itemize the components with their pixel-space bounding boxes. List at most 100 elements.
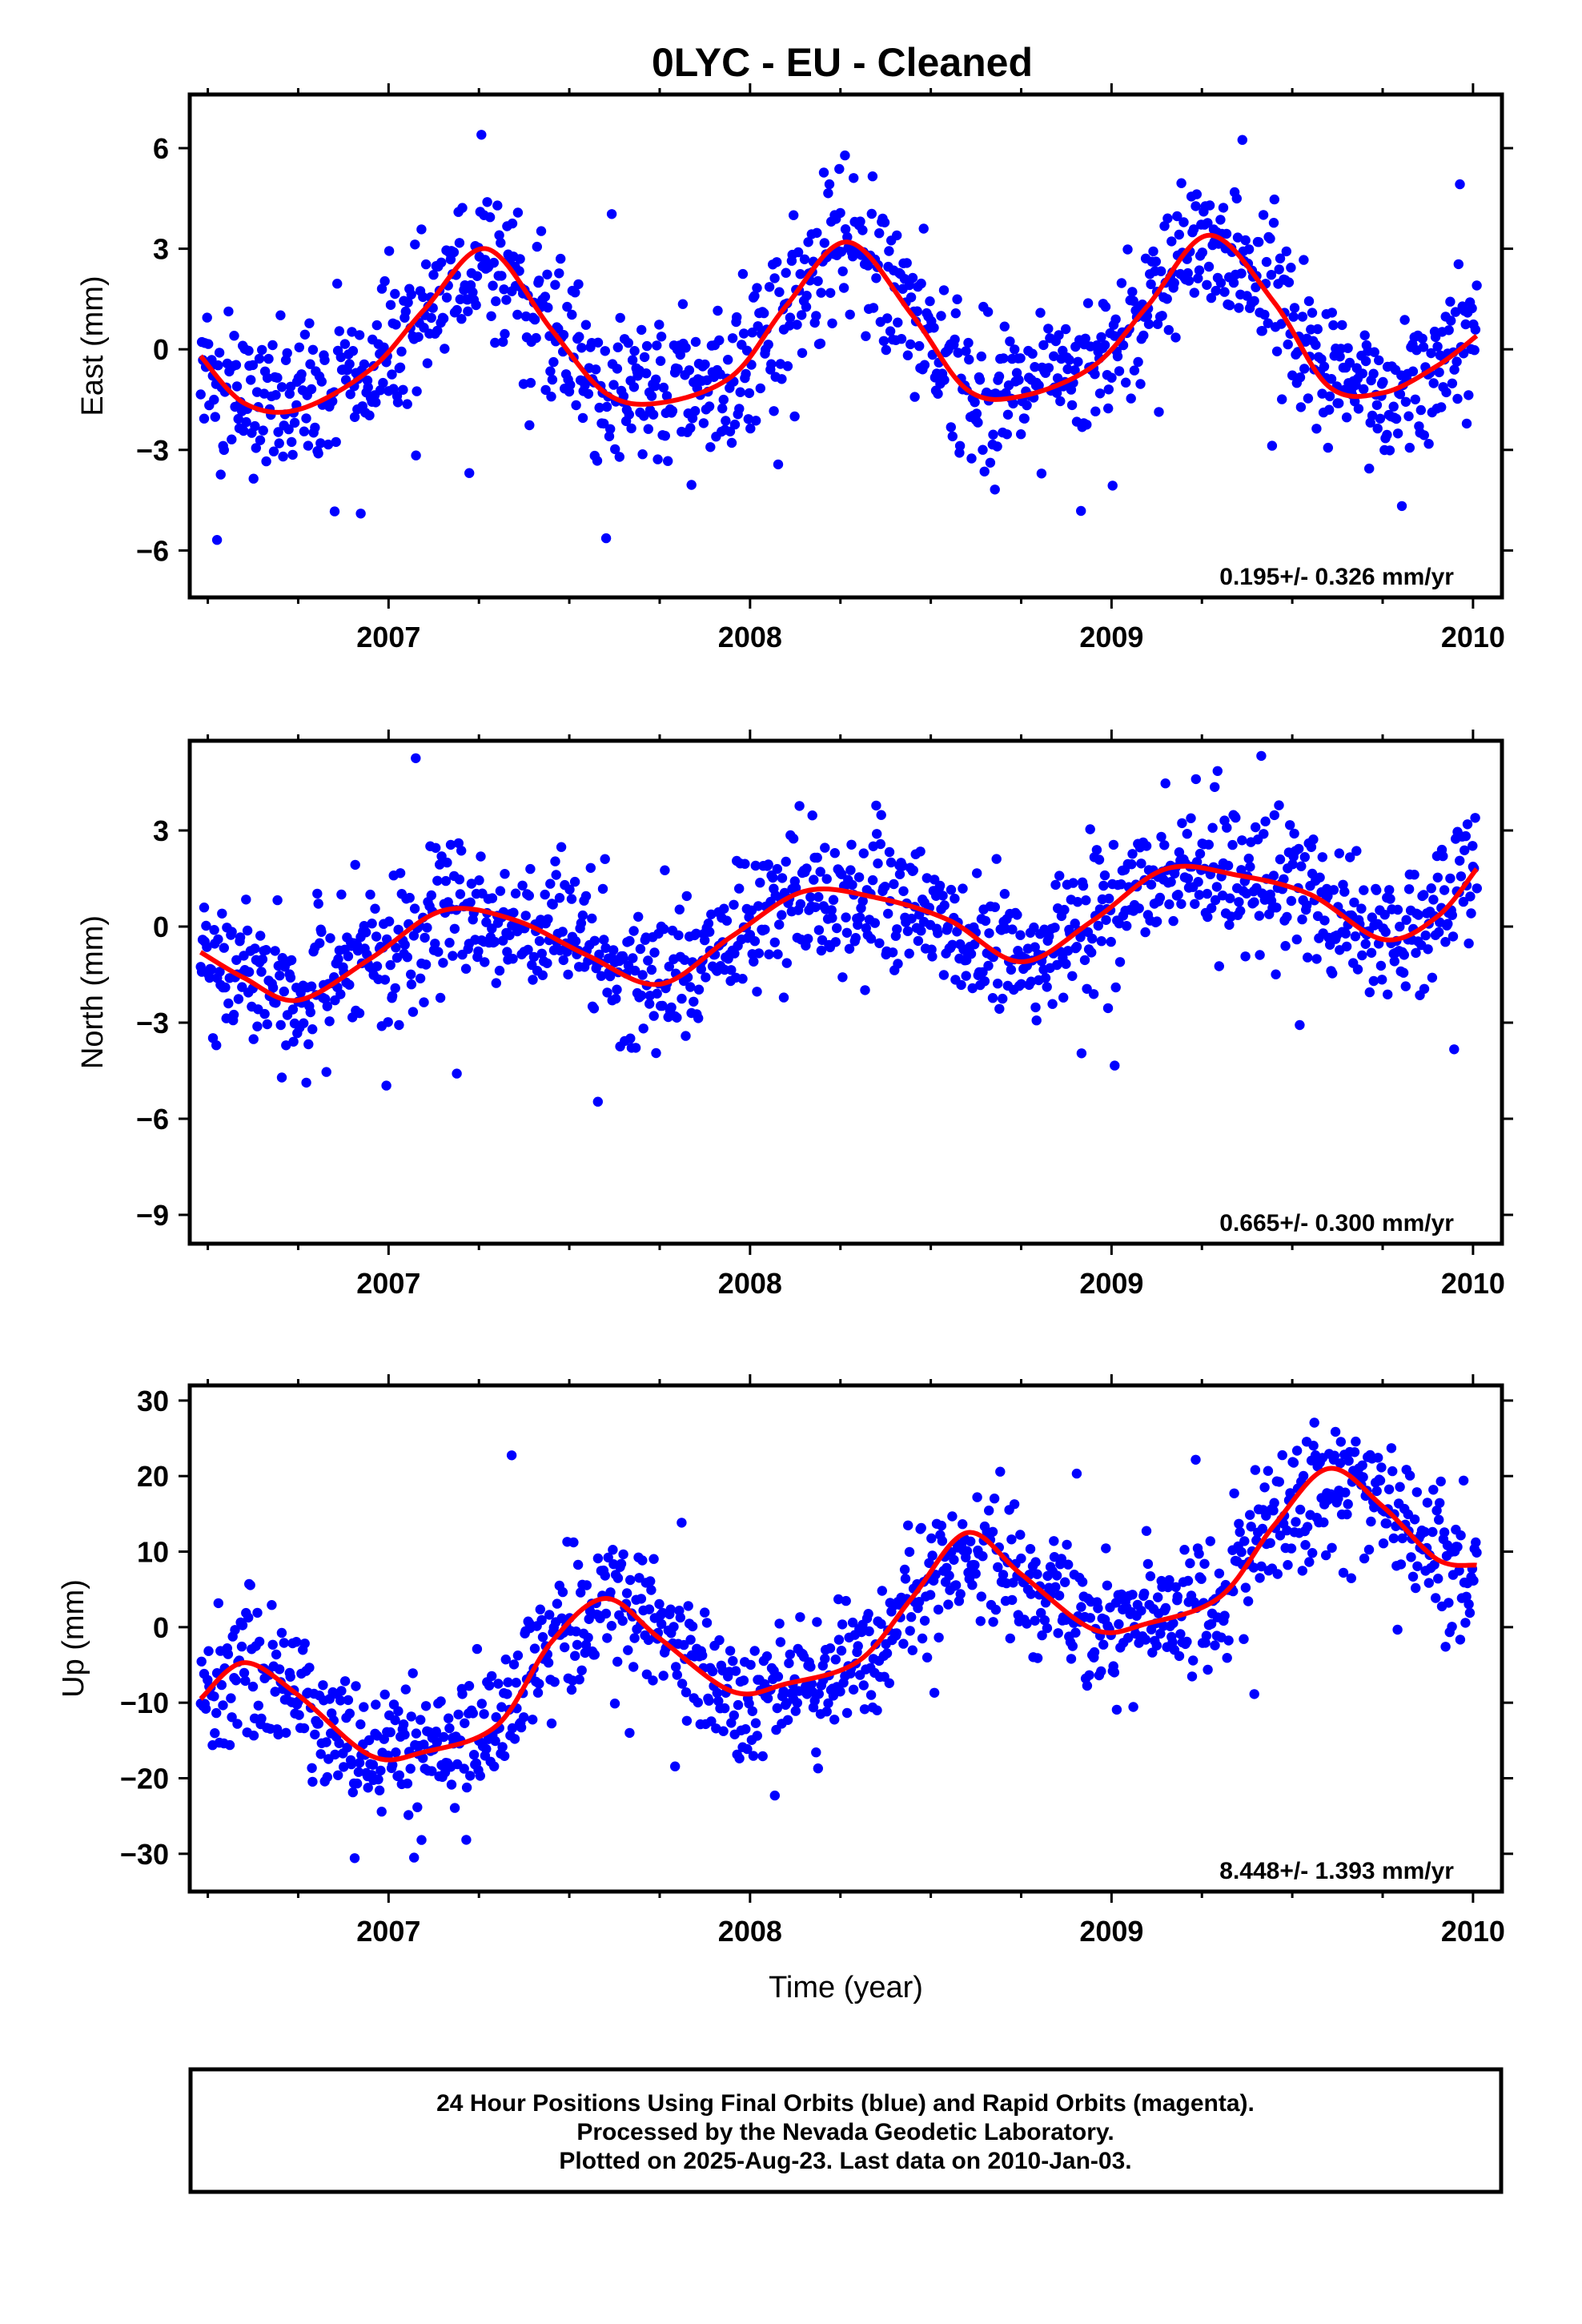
data-point xyxy=(881,1648,893,1659)
data-point xyxy=(563,969,573,980)
data-point xyxy=(905,339,916,350)
data-point xyxy=(335,989,346,999)
data-point xyxy=(697,1650,708,1661)
data-point xyxy=(1291,1517,1301,1527)
data-point xyxy=(677,1679,688,1689)
data-point xyxy=(749,936,761,947)
data-point xyxy=(1008,398,1018,409)
data-point xyxy=(463,306,473,316)
data-point xyxy=(879,217,890,227)
data-point xyxy=(635,943,646,955)
data-point xyxy=(1042,1622,1053,1634)
data-point xyxy=(726,437,737,448)
data-point xyxy=(1103,403,1114,414)
data-point xyxy=(838,283,849,293)
data-point xyxy=(1143,319,1154,329)
data-point xyxy=(1007,1594,1018,1606)
data-point xyxy=(508,907,519,918)
data-point xyxy=(896,334,907,344)
data-point xyxy=(1146,279,1156,290)
data-point xyxy=(1418,342,1429,352)
data-point xyxy=(517,880,528,891)
data-point xyxy=(1384,885,1395,895)
data-point xyxy=(1464,390,1474,400)
data-point xyxy=(556,1613,567,1624)
data-point xyxy=(546,1718,557,1729)
data-point xyxy=(674,904,685,915)
data-point xyxy=(707,1666,718,1677)
data-point xyxy=(813,1689,824,1699)
data-point xyxy=(700,1607,710,1618)
data-point xyxy=(621,1588,632,1598)
data-point xyxy=(1102,1003,1114,1014)
data-point xyxy=(431,1727,441,1737)
data-point xyxy=(1386,1443,1397,1454)
data-point xyxy=(1288,312,1299,322)
data-point xyxy=(339,339,351,349)
data-point xyxy=(542,269,552,279)
data-point xyxy=(312,888,323,899)
data-point xyxy=(1224,300,1235,311)
data-point xyxy=(545,879,556,889)
data-point xyxy=(720,1703,730,1714)
data-point xyxy=(349,412,360,422)
data-point xyxy=(233,413,243,424)
data-point xyxy=(1239,1634,1249,1644)
data-point xyxy=(408,931,420,941)
data-point xyxy=(1470,813,1480,823)
data-point xyxy=(761,1651,773,1662)
data-point xyxy=(812,1617,822,1627)
data-point xyxy=(705,927,715,937)
data-point xyxy=(918,223,929,234)
data-point xyxy=(1030,362,1040,372)
data-point xyxy=(438,958,448,968)
data-point xyxy=(1077,1577,1088,1587)
data-point xyxy=(1267,440,1278,451)
data-point xyxy=(546,392,556,402)
data-point xyxy=(1315,872,1325,883)
data-point xyxy=(872,829,882,839)
data-point xyxy=(525,377,536,388)
data-point xyxy=(430,939,440,949)
data-point xyxy=(1116,278,1127,288)
data-point xyxy=(916,278,926,289)
data-point xyxy=(1172,1591,1183,1602)
data-point xyxy=(515,254,525,264)
data-point xyxy=(1395,921,1405,932)
data-point xyxy=(473,946,484,957)
data-point xyxy=(625,1574,636,1586)
data-point xyxy=(1215,278,1227,288)
data-point xyxy=(1235,1526,1245,1538)
data-point xyxy=(1136,1606,1146,1616)
data-point xyxy=(1464,1599,1474,1610)
data-point xyxy=(209,1691,219,1702)
data-point xyxy=(511,1678,521,1688)
data-point xyxy=(334,326,344,336)
data-point xyxy=(893,317,903,328)
data-point xyxy=(936,311,946,321)
data-point xyxy=(630,965,640,976)
data-point xyxy=(1170,1582,1181,1593)
data-point xyxy=(500,328,510,340)
data-point xyxy=(1328,885,1339,895)
data-point xyxy=(752,283,762,293)
data-point xyxy=(1102,1580,1113,1591)
data-point xyxy=(1410,394,1421,404)
data-point xyxy=(1082,1680,1093,1691)
data-point xyxy=(226,1693,236,1703)
data-point xyxy=(251,443,261,453)
data-point xyxy=(726,1718,737,1728)
data-point xyxy=(1462,819,1473,830)
data-point xyxy=(611,993,621,1004)
data-point xyxy=(528,975,538,985)
data-point xyxy=(276,382,287,392)
data-point xyxy=(240,1675,251,1687)
data-point xyxy=(847,1617,858,1628)
data-point xyxy=(236,1641,247,1652)
y-tick-label: −6 xyxy=(136,1103,169,1136)
data-point xyxy=(717,403,728,414)
data-point xyxy=(557,927,568,937)
data-point xyxy=(1254,237,1264,247)
data-point xyxy=(999,889,1010,899)
data-point xyxy=(972,1492,982,1502)
